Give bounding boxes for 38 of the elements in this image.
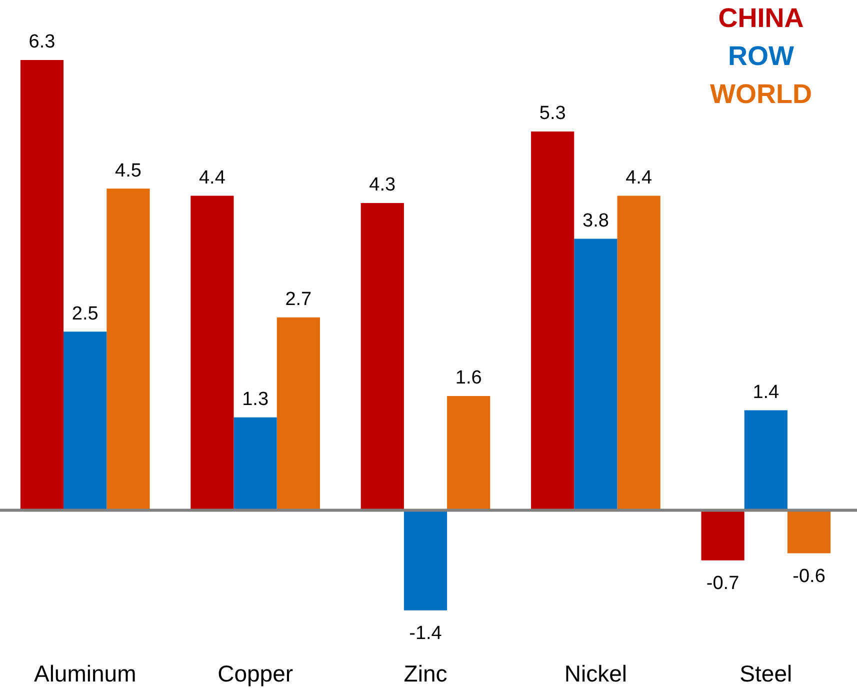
bar [234,417,277,510]
bar [701,510,744,560]
bar [744,410,788,510]
data-label: 5.3 [539,103,566,124]
bar [531,131,574,510]
bar [404,510,448,610]
text: CHINA [718,2,804,33]
bar [106,188,150,510]
text: ROW [728,40,795,71]
data-label: 4.3 [369,174,396,196]
bar [787,510,831,554]
bar [190,196,234,510]
data-label: -1.4 [409,623,442,644]
data-label: 6.3 [28,32,56,53]
x-tick-label: Zinc [404,660,448,687]
data-label: 2.5 [72,303,98,324]
bar [64,332,107,510]
bar [276,317,320,510]
x-tick-label: Aluminum [34,660,136,687]
data-label: 3.8 [582,210,609,232]
data-label: 1.6 [455,368,482,389]
x-tick-label: Nickel [564,660,628,687]
bar [20,60,64,510]
data-label: -0.6 [792,566,826,587]
x-tick-label: Steel [740,660,792,687]
data-label: 2.7 [285,289,312,310]
data-label: -0.7 [706,573,740,594]
bar [447,396,490,510]
data-label: 1.3 [242,389,269,410]
text: WORLD [710,78,812,109]
data-label: 4.4 [626,168,652,189]
data-label: 4.4 [198,168,226,189]
data-label: 4.5 [115,160,142,182]
data-label: 1.4 [752,382,780,403]
x-tick-label: Copper [218,660,294,687]
bar [574,238,618,510]
bar [617,196,660,510]
bar [360,202,404,510]
